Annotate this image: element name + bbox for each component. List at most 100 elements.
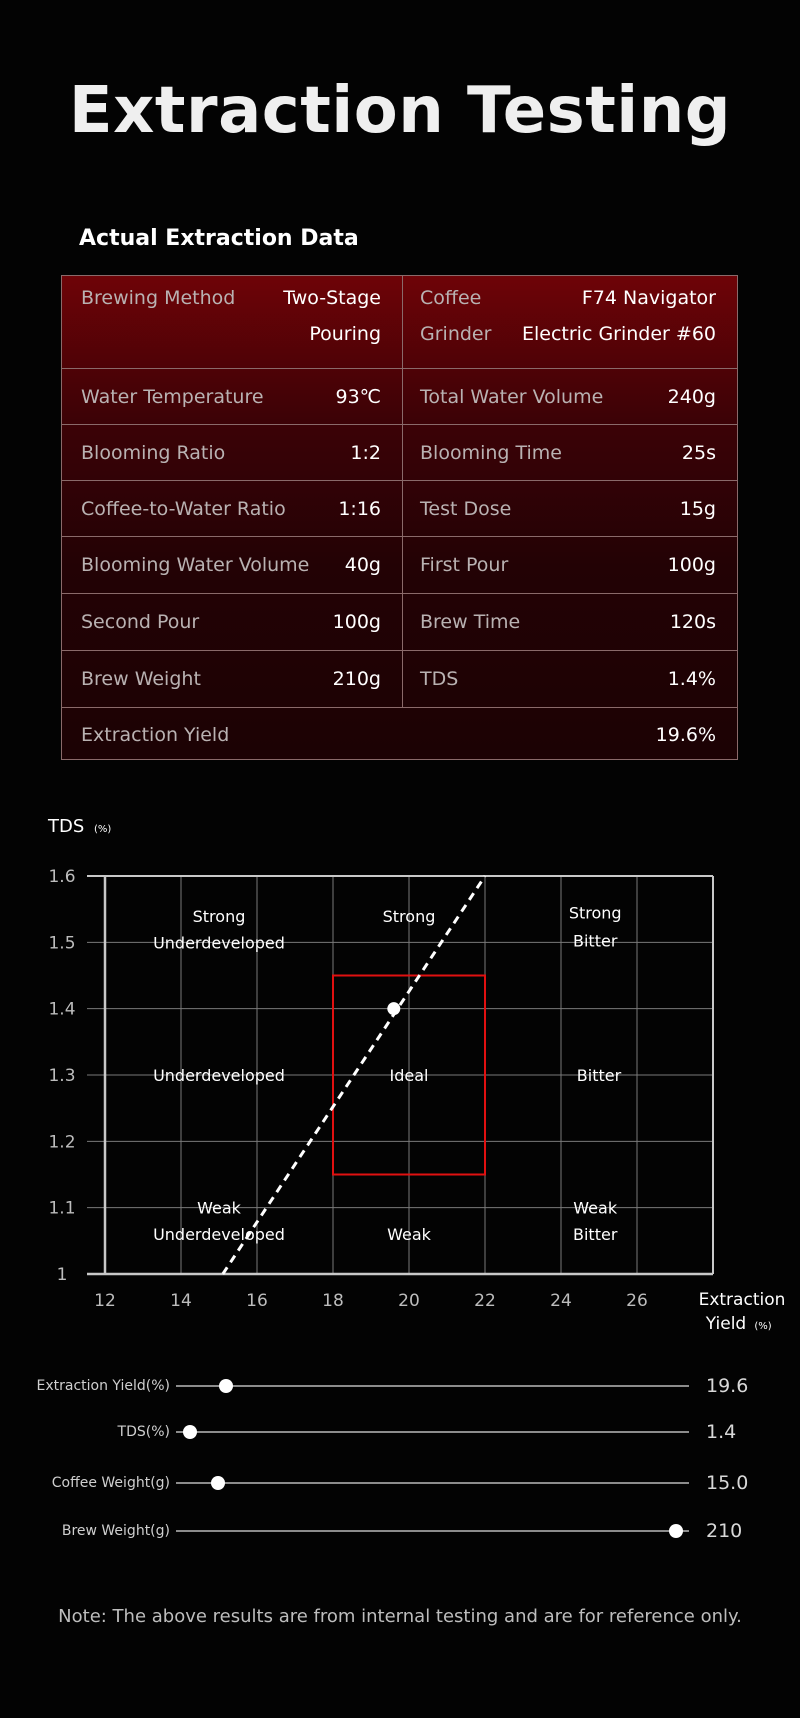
zone-label: Bitter [573, 1225, 618, 1244]
cell-label: Test Dose [420, 497, 512, 520]
x-axis-unit: (%) [754, 1321, 771, 1332]
brew-ratio-line [221, 875, 487, 1275]
table-cell: Blooming Time 25s [402, 425, 737, 480]
table-cell: Brew Time 120s [402, 594, 737, 650]
extraction-chart: 12 14 16 18 20 22 24 26 1.6 1.5 1.4 1.3 1.2 1.1 1 TDS (%… [47, 816, 786, 1334]
slider-track[interactable] [176, 1379, 689, 1393]
cell-label: Water Temperature [81, 385, 264, 408]
y-tick-label: 1.3 [48, 1066, 75, 1086]
cell-value: 210g [332, 668, 381, 690]
table-row: Second Pour 100g Brew Time 120s [62, 594, 737, 651]
x-tick-label: 14 [170, 1291, 192, 1311]
slider-value: 19.6 [706, 1375, 749, 1397]
page-title: Extraction Testing [68, 74, 732, 148]
y-tick-label: 1.2 [48, 1132, 75, 1152]
footnote: Note: The above results are from interna… [58, 1606, 742, 1627]
zone-label: Underdeveloped [153, 933, 285, 952]
zone-label: Weak [387, 1225, 432, 1244]
x-tick-label: 20 [398, 1291, 420, 1311]
cell-value: Two-Stage [283, 287, 381, 309]
cell-value: 1:16 [338, 497, 381, 520]
slider-knob[interactable] [218, 1379, 233, 1393]
zone-label: Strong [193, 907, 246, 926]
cell-value: Electric Grinder #60 [522, 323, 716, 345]
y-tick-label: 1.4 [48, 1000, 75, 1020]
slider-knob[interactable] [211, 1476, 226, 1490]
cell-label: Blooming Time [420, 441, 562, 464]
cell-label: Brew Time [420, 611, 521, 633]
section-title: Actual Extraction Data [79, 226, 359, 251]
table-cell: Coffee F74 Navigator Grinder Electric Gr… [402, 276, 737, 368]
slider-label: Brew Weight(g) [61, 1523, 170, 1539]
cell-value: 19.6% [655, 723, 716, 746]
zone-label: Strong [383, 907, 436, 926]
slider-track[interactable] [176, 1524, 689, 1538]
zone-label: Bitter [573, 931, 618, 950]
cell-label: Second Pour [81, 611, 200, 633]
table-row: Blooming Ratio 1:2 Blooming Time 25s [62, 425, 737, 481]
cell-label: Coffee-to-Water Ratio [81, 497, 286, 520]
table-cell: Brew Weight 210g [62, 651, 403, 707]
table-cell: First Pour 100g [402, 537, 737, 593]
cell-value: 100g [667, 554, 716, 576]
slider-label: Coffee Weight(g) [51, 1475, 170, 1491]
cell-label: Blooming Ratio [81, 441, 226, 464]
table-row: Extraction Yield 19.6% [62, 708, 737, 761]
zone-label: Strong [569, 903, 622, 922]
slider-value: 1.4 [706, 1421, 737, 1443]
ideal-zone-box [332, 974, 486, 1176]
y-axis-unit: (%) [94, 824, 111, 835]
slider-track[interactable] [176, 1425, 689, 1439]
table-row: Coffee-to-Water Ratio 1:16 Test Dose 15g [62, 481, 737, 537]
cell-value: 1.4% [667, 668, 716, 690]
table-cell: Total Water Volume 240g [402, 369, 737, 424]
table-row: Brew Weight 210g TDS 1.4% [62, 651, 737, 708]
x-tick-label: 12 [94, 1291, 116, 1311]
x-axis-label: Yield [705, 1314, 746, 1334]
cell-label: TDS [420, 668, 459, 690]
slider-value: 15.0 [706, 1472, 749, 1494]
cell-label: Brewing Method [81, 287, 236, 309]
x-tick-label: 22 [474, 1291, 496, 1311]
y-tick-label: 1.5 [48, 933, 75, 953]
cell-value: 15g [679, 497, 716, 520]
cell-label: Total Water Volume [420, 385, 604, 408]
cell-label: Grinder [420, 323, 492, 345]
cell-value: 93℃ [335, 385, 381, 408]
slider-row: Coffee Weight(g) 15.0 [0, 1472, 800, 1494]
cell-value: 120s [669, 611, 716, 633]
cell-value: Pouring [309, 323, 381, 345]
slider-track[interactable] [176, 1476, 689, 1490]
table-cell: Brewing Method Two-Stage Pouring [62, 276, 403, 368]
slider-knob[interactable] [182, 1425, 197, 1439]
data-point [387, 1002, 401, 1016]
cell-value: 25s [681, 441, 716, 464]
table-cell: Extraction Yield 19.6% [62, 708, 737, 761]
x-axis-label: Extraction [699, 1290, 786, 1310]
table-cell: Second Pour 100g [62, 594, 403, 650]
table-cell: Blooming Water Volume 40g [62, 537, 403, 593]
x-tick-label: 18 [322, 1291, 344, 1311]
table-cell: Water Temperature 93℃ [62, 369, 403, 424]
cell-value: 40g [344, 554, 381, 576]
cell-label: First Pour [420, 554, 509, 576]
y-tick-label: 1.1 [48, 1199, 75, 1219]
slider-label: TDS(%) [117, 1424, 170, 1440]
zone-label: Bitter [577, 1066, 622, 1085]
cell-value: 100g [332, 611, 381, 633]
cell-label: Coffee [420, 287, 482, 309]
zone-label: Weak [573, 1199, 618, 1218]
cell-label: Extraction Yield [81, 723, 230, 746]
slider-value: 210 [706, 1520, 743, 1542]
table-row: Water Temperature 93℃ Total Water Volume 24… [62, 369, 737, 425]
y-tick-label: 1.6 [48, 867, 75, 887]
slider-knob[interactable] [669, 1524, 684, 1538]
cell-value: 1:2 [350, 441, 381, 464]
table-row: Blooming Water Volume 40g First Pour 100g [62, 537, 737, 594]
slider-label: Extraction Yield(%) [36, 1378, 170, 1394]
y-tick-label: 1 [57, 1265, 68, 1285]
table-cell: Blooming Ratio 1:2 [62, 425, 403, 480]
x-tick-label: 26 [626, 1291, 648, 1311]
cell-label: Blooming Water Volume [81, 554, 310, 576]
zone-label: Ideal [390, 1066, 429, 1085]
